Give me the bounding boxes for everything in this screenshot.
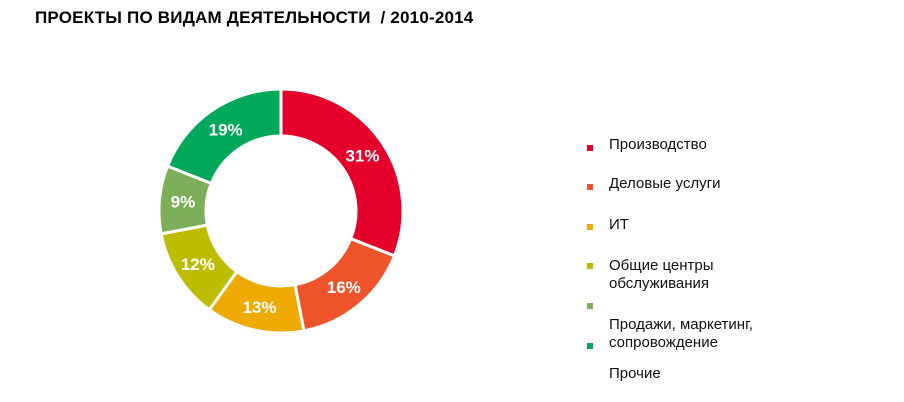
legend-label-1: Деловые услуги xyxy=(609,175,721,192)
donut-slice-5 xyxy=(165,87,283,186)
slice-label-0: 31% xyxy=(345,147,379,166)
slice-label-1: 16% xyxy=(327,278,361,297)
donut-slice-0 xyxy=(279,87,405,258)
legend-label-3b: обслуживания xyxy=(609,275,710,292)
legend-marker-4 xyxy=(587,303,593,309)
legend-marker-5 xyxy=(587,343,593,349)
legend-marker-2 xyxy=(587,224,593,230)
slice-label-2: 13% xyxy=(242,298,276,317)
legend-marker-0 xyxy=(587,145,593,151)
slice-label-4: 9% xyxy=(171,193,196,212)
legend-label-4a: Продажи, маркетинг, xyxy=(609,316,753,333)
legend-marker-3 xyxy=(587,263,593,269)
chart-title: ПРОЕКТЫ ПО ВИДАМ ДЕЯТЕЛЬНОСТИ / 2010-201… xyxy=(35,8,474,27)
slice-label-5: 19% xyxy=(209,121,243,140)
legend-label-5: Прочие xyxy=(609,365,661,382)
legend-label-2: ИТ xyxy=(609,216,629,233)
legend-label-4b: сопровождение xyxy=(609,334,718,351)
slice-label-3: 12% xyxy=(181,255,215,274)
legend-label-3a: Общие центры xyxy=(609,257,714,274)
legend-marker-1 xyxy=(587,184,593,190)
legend-label-0: Производство xyxy=(609,136,707,153)
